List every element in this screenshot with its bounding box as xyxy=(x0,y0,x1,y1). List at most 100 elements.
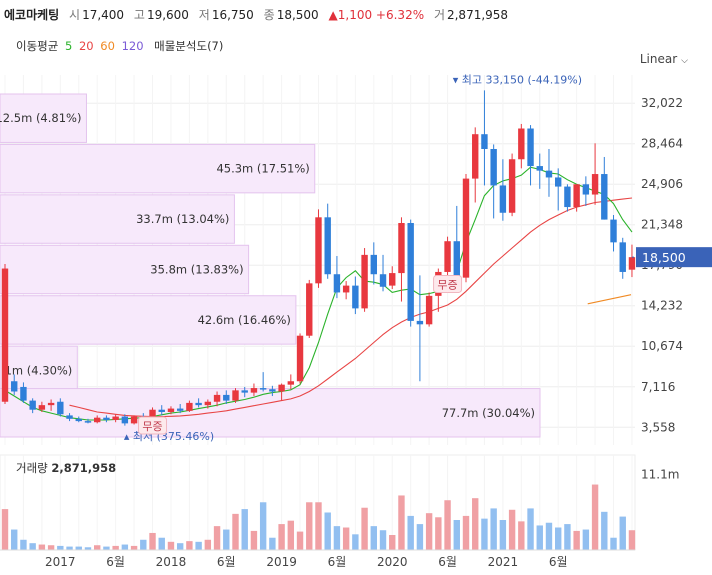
volume-bar xyxy=(269,537,276,550)
volume-bar xyxy=(149,532,156,550)
volume-bar xyxy=(361,507,368,550)
volume-bar xyxy=(241,509,248,550)
y-tick-label: 14,232 xyxy=(641,299,683,313)
indicator-legend[interactable]: 이동평균 5 20 60 120 매물분석도(7) xyxy=(16,38,226,54)
candle-body xyxy=(361,254,368,309)
volume-bar xyxy=(564,524,571,550)
candle-body xyxy=(250,388,258,393)
volume-bar xyxy=(57,545,64,550)
close-value: 18,500 xyxy=(276,8,319,22)
volume-bar xyxy=(296,531,304,550)
volume-bar xyxy=(582,529,590,550)
volume-bar xyxy=(379,530,387,550)
volume-bar xyxy=(186,541,193,550)
volume-bar xyxy=(601,511,608,550)
volume-bar xyxy=(610,537,617,550)
scale-dropdown[interactable]: Linear ⌵ xyxy=(640,52,688,66)
volume-bar xyxy=(176,543,184,550)
volume-bar xyxy=(204,539,212,550)
x-tick-label: 6월 xyxy=(106,555,125,569)
candle-body xyxy=(269,389,276,392)
volume-bar xyxy=(342,527,350,550)
volume-bar xyxy=(223,529,230,550)
volume-profile-label: 33.7m (13.04%) xyxy=(136,212,229,226)
volume-bar xyxy=(278,524,285,550)
volume-value: 2,871,958 xyxy=(446,8,509,22)
y-tick-label: 3,558 xyxy=(641,420,675,434)
volume-bar xyxy=(370,526,377,550)
volume-bar xyxy=(490,508,497,550)
max-price-marker: ▾ 최고 33,150 (-44.19%) xyxy=(453,73,582,86)
candle-body xyxy=(610,219,617,243)
candle-body xyxy=(453,241,460,278)
x-tick-label: 6월 xyxy=(549,555,568,569)
candle-body xyxy=(379,274,387,287)
candle-body xyxy=(38,405,46,410)
volume-bar xyxy=(573,530,580,550)
volume-profile-label[interactable]: 매물분석도(7) xyxy=(154,39,224,53)
volume-bar xyxy=(1,509,9,550)
volume-bar xyxy=(619,516,626,550)
candle-body xyxy=(103,417,110,420)
volume-bar xyxy=(435,517,442,550)
candle-body xyxy=(416,320,424,325)
volume-profile-label: 77.7m (30.04%) xyxy=(442,406,535,420)
candle-body xyxy=(545,170,553,178)
candle-body xyxy=(1,268,9,402)
volume-bar xyxy=(213,526,221,550)
candle-body xyxy=(324,217,331,275)
candle-body xyxy=(158,409,165,412)
change-value: ▲1,100 +6.32% xyxy=(328,8,425,22)
x-tick-label: 6월 xyxy=(438,555,457,569)
volume-bar xyxy=(389,535,396,550)
volume-profile-label: 35.8m (13.83%) xyxy=(150,263,243,277)
candle-body xyxy=(195,402,202,406)
volume-bar xyxy=(545,522,553,550)
volume-profile-bar xyxy=(0,194,235,244)
current-price-label: 18,500 xyxy=(642,250,686,265)
volume-title-value: 2,871,958 xyxy=(51,461,117,475)
ma60-line xyxy=(587,294,632,305)
volume-bar xyxy=(47,545,55,550)
ma20-line xyxy=(69,197,633,418)
candle-body xyxy=(472,134,479,179)
volume-bar xyxy=(103,546,110,550)
candle-body xyxy=(444,241,451,272)
ma5-label: 5 xyxy=(64,39,73,53)
candle-body xyxy=(518,128,525,160)
candle-body xyxy=(121,416,129,424)
candle-body xyxy=(75,418,82,422)
volume-title-label: 거래량 xyxy=(16,461,48,475)
volume-bar xyxy=(140,539,147,550)
high-label: 고 xyxy=(133,8,145,22)
candle-body xyxy=(29,400,36,410)
candle-body xyxy=(333,274,341,293)
candle-body xyxy=(425,295,433,325)
open-label: 시 xyxy=(69,8,81,22)
candle-body xyxy=(619,242,626,272)
candle-body xyxy=(259,388,267,390)
candle-body xyxy=(20,386,27,401)
candle-body xyxy=(370,254,377,275)
volume-profile-bar xyxy=(0,93,87,143)
candle-body xyxy=(315,217,322,284)
volume-bar xyxy=(84,547,92,550)
volume-bar xyxy=(232,513,239,550)
candle-body xyxy=(112,416,119,420)
dividend-label: 무증 xyxy=(142,420,162,433)
candle-body xyxy=(241,390,248,393)
ma20-label: 20 xyxy=(78,39,94,53)
candle-body xyxy=(582,184,590,195)
x-tick-label: 2019 xyxy=(266,555,297,569)
volume-bar xyxy=(416,524,424,550)
candle-body xyxy=(462,178,470,278)
volume-bar xyxy=(195,541,202,550)
volume-label: 거 xyxy=(433,8,445,22)
high-value: 19,600 xyxy=(146,8,189,22)
candle-body xyxy=(306,283,313,336)
volume-bar xyxy=(66,546,73,550)
volume-bar xyxy=(75,546,82,550)
volume-bar xyxy=(287,520,295,550)
scale-mode: Linear xyxy=(639,52,678,66)
